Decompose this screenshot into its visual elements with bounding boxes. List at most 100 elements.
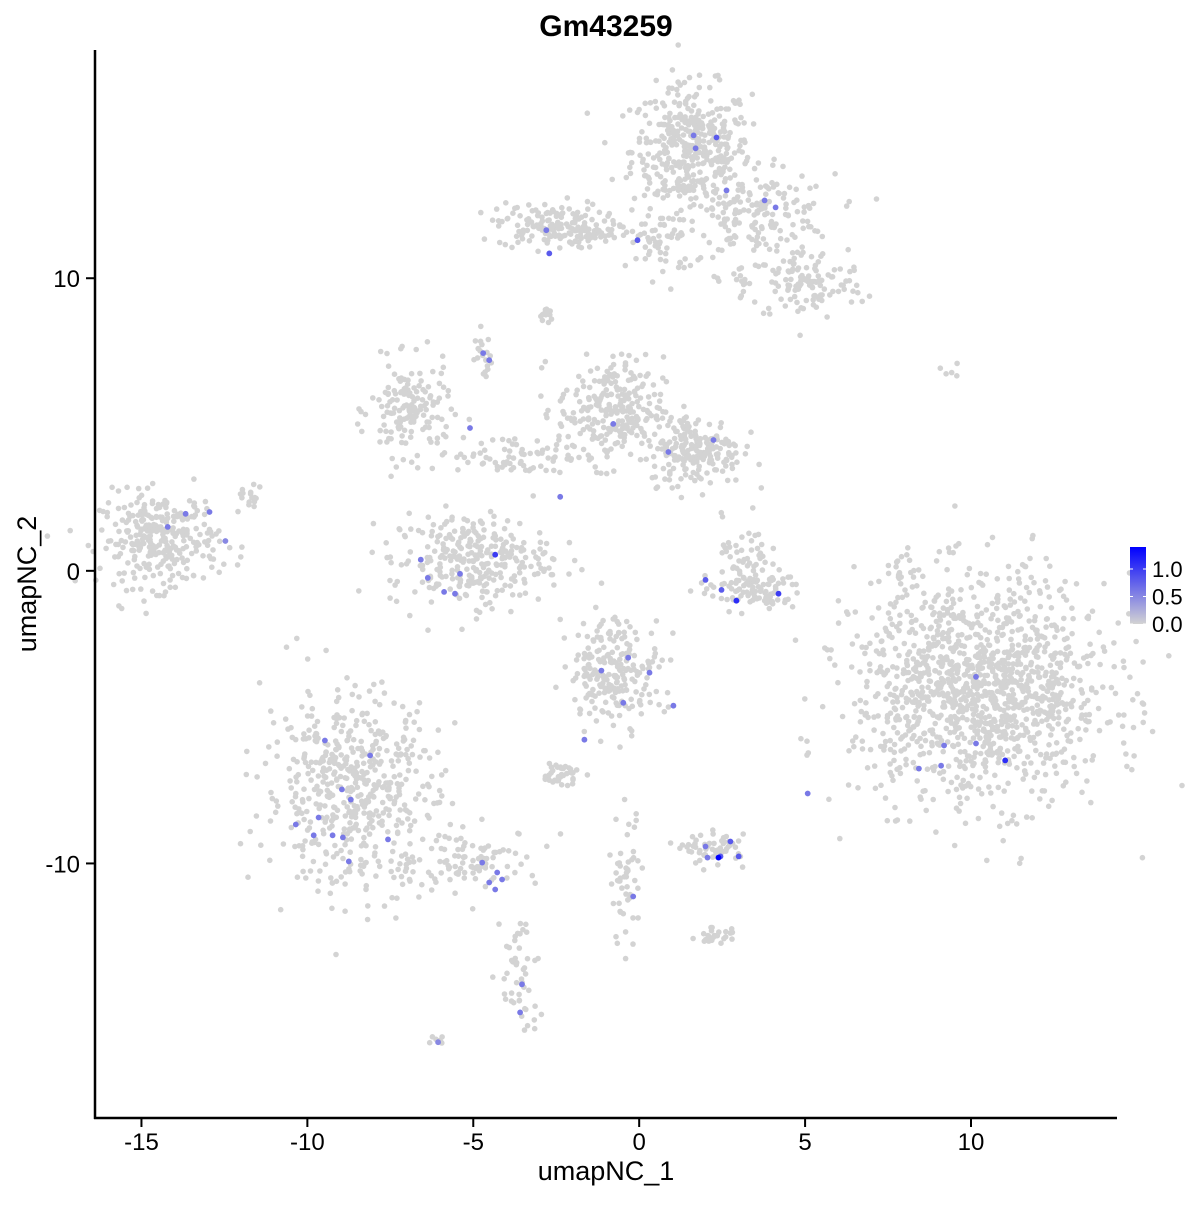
cell-point: [1058, 586, 1064, 592]
cell-point: [522, 590, 529, 596]
cell-point: [702, 434, 708, 441]
cell-point: [1021, 563, 1028, 569]
cell-point: [420, 426, 426, 433]
cell-point: [653, 688, 660, 695]
cell-point: [329, 880, 336, 886]
cell-point: [566, 224, 573, 230]
cell-point: [580, 383, 587, 390]
cell-point: [910, 656, 917, 662]
cell-point: [978, 610, 985, 617]
cell-point: [851, 743, 857, 750]
cell-point: [678, 125, 685, 131]
cell-point: [1085, 697, 1091, 704]
cell-point: [396, 791, 403, 798]
cell-point: [426, 424, 432, 431]
cell-point: [975, 653, 982, 660]
cell-point: [172, 584, 179, 591]
cell-point: [986, 629, 993, 636]
expressing-cell-point: [499, 876, 505, 883]
cell-point: [943, 725, 950, 732]
cell-point: [780, 576, 786, 582]
cell-point: [1069, 605, 1075, 611]
cell-point: [398, 853, 405, 859]
cell-point: [932, 720, 938, 727]
cell-point: [933, 829, 939, 835]
cell-point: [520, 966, 527, 973]
cell-point: [598, 440, 605, 447]
cell-point: [401, 376, 408, 383]
cell-point: [333, 951, 339, 958]
expressing-cell-point: [916, 765, 922, 772]
cell-point: [652, 227, 658, 233]
cell-point: [115, 505, 122, 512]
cell-point: [499, 436, 506, 443]
cell-point: [399, 703, 406, 710]
cell-point: [664, 127, 671, 134]
cell-point: [637, 372, 643, 379]
cell-point: [1001, 649, 1008, 656]
cell-point: [424, 559, 431, 566]
cell-point: [315, 878, 322, 884]
cell-point: [1027, 555, 1033, 562]
cell-point: [1009, 642, 1016, 649]
cell-point: [794, 590, 800, 596]
cell-point: [909, 699, 916, 705]
cell-point: [1005, 654, 1012, 661]
cell-point: [715, 158, 721, 165]
cell-point: [1023, 584, 1030, 591]
cell-point: [299, 704, 305, 710]
cell-point: [180, 559, 187, 566]
expressing-cell-point: [424, 575, 431, 581]
cell-point: [956, 675, 962, 682]
cell-point: [1121, 664, 1127, 671]
cell-point: [296, 843, 302, 849]
cell-point: [256, 680, 263, 686]
cell-point: [616, 666, 623, 673]
cell-point: [662, 250, 669, 257]
cell-point: [708, 159, 714, 165]
cell-point: [786, 184, 793, 191]
cell-point: [401, 736, 408, 743]
cell-point: [636, 135, 643, 142]
cell-point: [686, 848, 692, 854]
cell-point: [359, 768, 365, 775]
cell-point: [272, 809, 279, 816]
cell-point: [425, 384, 432, 390]
cell-point: [734, 194, 741, 200]
cell-point: [939, 661, 946, 667]
cell-point: [183, 575, 190, 582]
cell-point: [708, 442, 714, 448]
cell-point: [995, 728, 1002, 734]
cell-point: [514, 222, 521, 229]
cell-point: [344, 675, 350, 681]
cell-point: [523, 929, 530, 935]
cell-point: [655, 445, 661, 452]
cell-point: [732, 172, 738, 178]
cell-point: [331, 714, 337, 721]
cell-point: [1040, 760, 1047, 766]
cell-point: [769, 211, 776, 218]
cell-point: [922, 599, 928, 606]
expressing-cell-point: [385, 836, 391, 843]
cell-point: [301, 731, 307, 737]
cell-point: [769, 598, 776, 605]
cell-point: [268, 789, 274, 796]
cell-point: [803, 297, 810, 304]
cell-point: [706, 123, 712, 130]
cell-point: [507, 460, 513, 467]
cell-point: [1057, 650, 1064, 656]
cell-point: [153, 514, 160, 521]
cell-point: [243, 771, 250, 778]
cell-point: [725, 539, 732, 546]
cell-point: [529, 233, 535, 239]
cell-point: [966, 657, 972, 663]
cell-point: [1179, 782, 1185, 789]
cell-point: [883, 628, 890, 634]
cell-point: [380, 413, 387, 420]
cell-point: [347, 820, 353, 826]
cell-point: [1053, 750, 1060, 757]
cell-point: [1071, 763, 1077, 770]
cell-point: [875, 713, 881, 719]
expressing-cell-point: [761, 197, 768, 204]
cell-point: [1047, 755, 1053, 762]
